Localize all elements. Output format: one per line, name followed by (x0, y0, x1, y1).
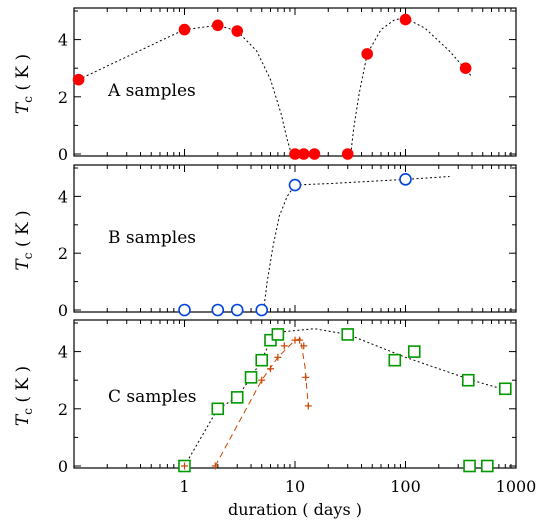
data-point (302, 373, 310, 381)
x-tick-label: 10 (285, 477, 305, 496)
panel-label: A samples (107, 81, 196, 101)
panel-b: 0 2 4 Tc ( K ) B samples (13, 164, 517, 320)
y-axis-label-subscript: c (21, 96, 35, 103)
x-axis-label: duration ( days ) (228, 500, 362, 519)
y-axis-label: Tc ( K ) (13, 210, 35, 270)
data-point (211, 19, 224, 32)
data-point (258, 376, 266, 384)
data-point (211, 462, 219, 470)
data-point (297, 148, 310, 160)
data-point (399, 173, 412, 186)
x-tick-label: 1000 (496, 477, 537, 496)
data-point (255, 303, 269, 317)
data-point (459, 62, 472, 74)
y-axis-label: Tc ( K ) (13, 54, 35, 114)
data-point (461, 373, 475, 387)
data-point (280, 342, 288, 350)
data-point (271, 328, 285, 341)
data-point (274, 353, 282, 361)
data-point (463, 459, 476, 473)
chart-panels: 0 2 4 Tc ( K ) A samples 0 2 4 Tc ( K ) B samples… (13, 7, 537, 496)
data-point (211, 402, 225, 416)
data-point (211, 303, 225, 317)
data-point (481, 459, 494, 473)
data-point (308, 148, 321, 160)
guide-curve (263, 176, 450, 311)
y-tick-label: 0 (58, 457, 68, 476)
data-point (230, 391, 244, 404)
data-point (341, 328, 355, 341)
data-point (399, 13, 412, 26)
y-axis-label-symbol: T (13, 101, 33, 114)
y-tick-label: 4 (58, 31, 68, 50)
data-point (498, 382, 512, 396)
y-tick-label: 2 (58, 88, 68, 107)
x-tick-label: 100 (390, 477, 421, 496)
data-point (72, 73, 85, 86)
data-point (178, 23, 191, 36)
data-point (361, 48, 373, 60)
data-point (289, 148, 301, 160)
data-point (407, 345, 421, 358)
y-axis-label: Tc ( K ) (13, 366, 35, 426)
y-tick-label: 2 (58, 400, 68, 419)
guide-curve (78, 24, 292, 155)
x-tick-label: 1 (179, 477, 189, 496)
data-point (296, 336, 304, 344)
guide-curve-dashed (214, 338, 309, 467)
data-point (178, 303, 191, 317)
y-axis-label-symbol: T (13, 413, 33, 426)
y-tick-label: 0 (58, 145, 68, 164)
data-point (341, 148, 354, 160)
panel-label: B samples (108, 228, 196, 248)
y-axis-label-subscript: c (21, 252, 35, 259)
data-point (255, 353, 269, 367)
data-point (244, 371, 258, 384)
y-tick-label: 2 (58, 244, 68, 263)
data-point (388, 353, 402, 367)
data-point (300, 342, 308, 350)
data-point (181, 462, 188, 470)
y-axis-label-unit: ( K ) (13, 210, 33, 252)
data-point (231, 25, 244, 37)
y-axis-label-unit: ( K ) (13, 54, 33, 96)
y-axis-label-symbol: T (13, 258, 33, 271)
y-axis-label-subscript: c (21, 408, 35, 415)
panel-label: C samples (108, 387, 197, 407)
data-point (304, 402, 312, 410)
data-point (230, 303, 244, 317)
data-point (266, 365, 274, 373)
y-axis-label-unit: ( K ) (13, 366, 33, 408)
y-tick-label: 4 (58, 343, 68, 362)
y-tick-label: 4 (58, 187, 68, 206)
guide-curve (350, 17, 473, 155)
y-tick-label: 0 (58, 301, 68, 320)
panel-c: 0 2 4 Tc ( K ) C samples (13, 319, 517, 476)
data-point (288, 178, 302, 192)
panel-a: 0 2 4 Tc ( K ) A samples (13, 7, 517, 164)
